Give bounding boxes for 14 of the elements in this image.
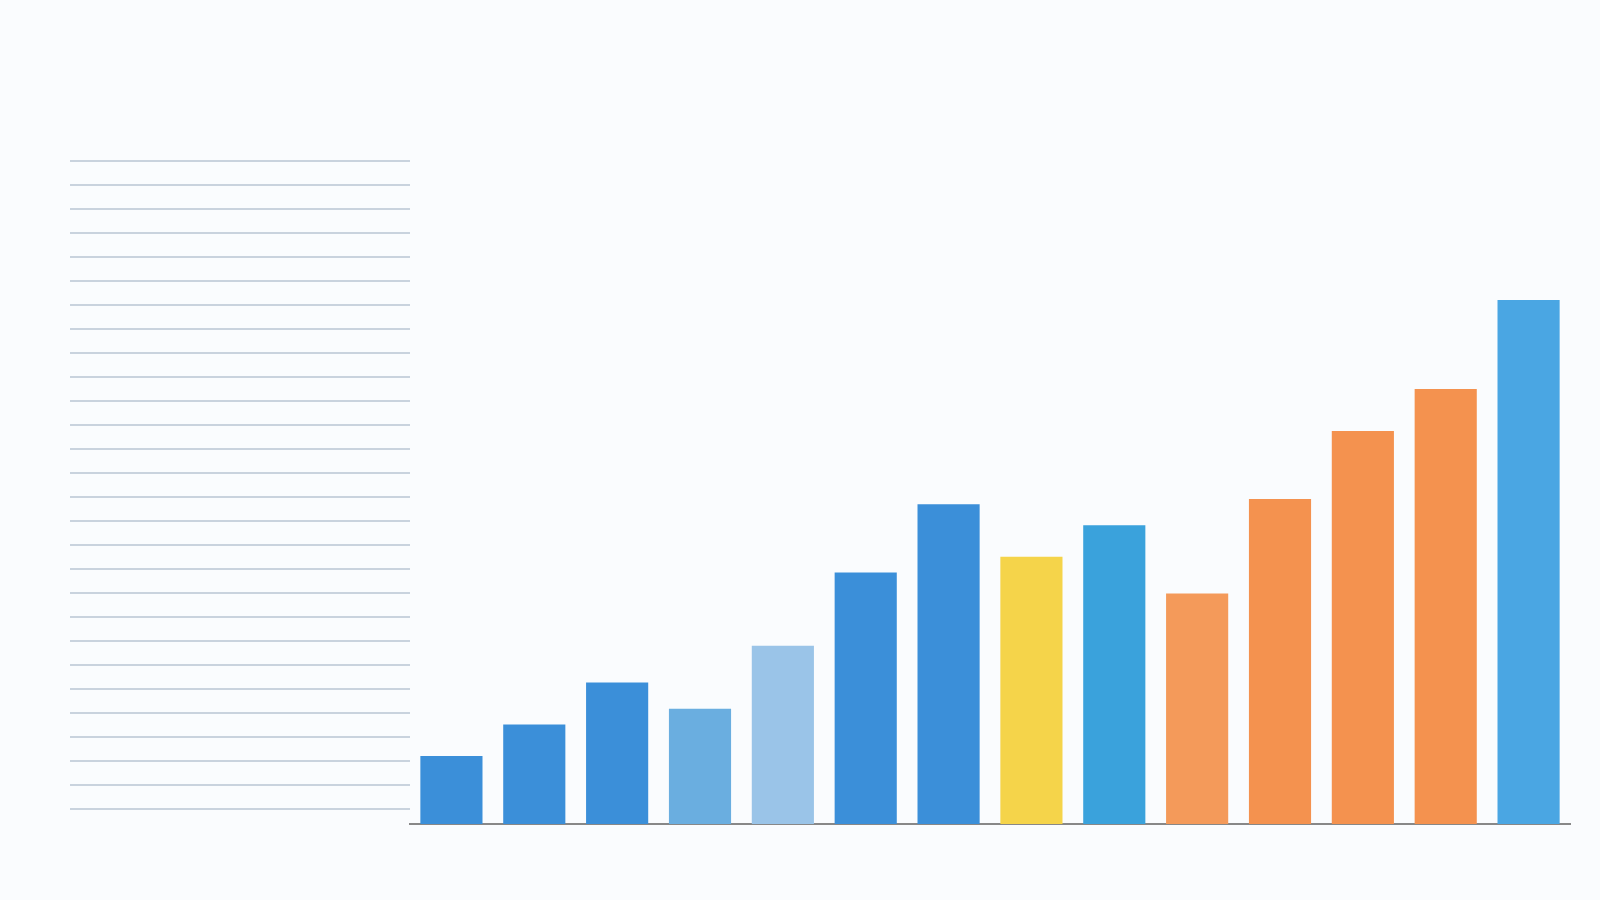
- bar: [751, 645, 814, 824]
- bar: [1000, 556, 1063, 824]
- bar: [834, 572, 897, 824]
- bar: [420, 755, 483, 824]
- bar: [1248, 499, 1312, 824]
- bar: [917, 504, 980, 824]
- bar: [668, 708, 732, 824]
- bar: [503, 724, 566, 824]
- bar: [1166, 593, 1229, 824]
- bar: [1497, 300, 1560, 824]
- bar: [1331, 431, 1394, 824]
- bar: [586, 682, 649, 824]
- bar: [1083, 525, 1146, 824]
- bar: [1414, 389, 1477, 824]
